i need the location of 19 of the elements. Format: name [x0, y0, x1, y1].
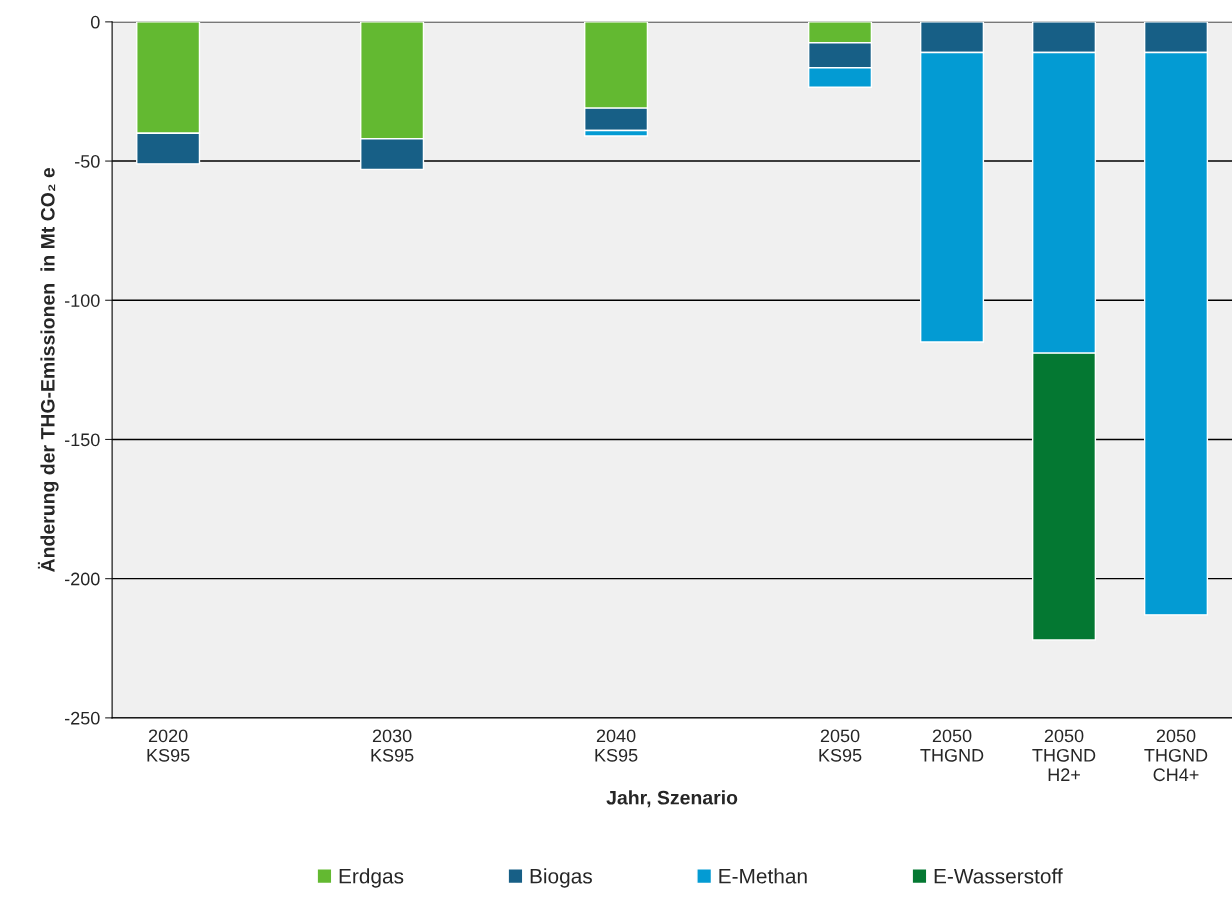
x-axis-title: Jahr, Szenario [606, 790, 738, 808]
legend-label: E-Methan [719, 868, 807, 884]
y-axis-title: Änderung der THG-Emissionen in Mt CO₂ e [37, 167, 59, 572]
y-tick-label: -150 [64, 433, 100, 447]
y-tick-label: -200 [64, 572, 100, 586]
x-tick-label: 2030 KS95 [371, 729, 414, 762]
x-tick-label: 2050 KS95 [819, 729, 862, 762]
x-tick-label: 2050 THGND CH4+ [1144, 729, 1208, 782]
x-tick-label: 2020 KS95 [147, 729, 190, 762]
legend-label: Erdgas [339, 868, 404, 888]
x-tick-label: 2050 THGND [920, 729, 984, 762]
x-tick-label: 2040 KS95 [595, 729, 638, 762]
legend-label: E-Wasserstoff [934, 868, 1063, 884]
y-tick-label: -50 [75, 155, 100, 168]
y-tick-label: 0 [90, 15, 100, 29]
x-tick-label: 2050 THGND H2+ [1032, 729, 1096, 781]
legend-label: Biogas [530, 868, 592, 888]
y-tick-label: -100 [64, 294, 100, 307]
y-tick-label: -250 [64, 711, 100, 725]
